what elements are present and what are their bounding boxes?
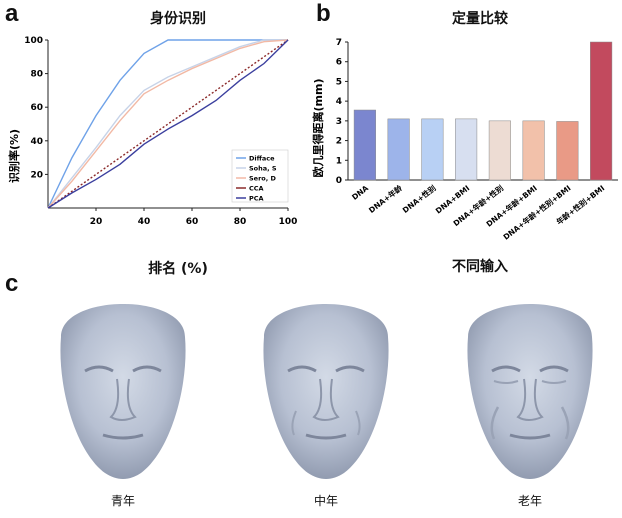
face-caption-elderly: 老年 — [517, 494, 542, 508]
line-series-sero-d — [47, 39, 289, 209]
bar — [387, 118, 410, 181]
line-series-cca — [47, 39, 289, 209]
bar-chart-y-tick-label: 2 — [336, 137, 342, 147]
bar-chart-title: 定量比较 — [452, 11, 508, 27]
bar-chart-y-tick-label: 4 — [336, 97, 342, 107]
bar-chart-ylabel: 欧几里得距离(mm) — [311, 79, 325, 178]
legend-label: Soha, S — [249, 165, 277, 173]
bar-chart-y-tick-label: 5 — [336, 77, 342, 87]
line-chart-x-tick-label: 100 — [279, 217, 298, 227]
panel-letter-a: a — [5, 0, 19, 27]
line-chart-x-tick-label: 60 — [186, 217, 199, 227]
bar-chart-y-tick-label: 6 — [336, 58, 342, 68]
bar-chart-y-tick-label: 1 — [336, 156, 342, 166]
bar-chart-y-tick-label: 3 — [336, 117, 342, 127]
line-chart-ylabel: 识别率(%) — [7, 129, 21, 183]
legend-label: CCA — [249, 185, 264, 193]
face-render-young — [60, 304, 186, 479]
bar — [522, 120, 545, 181]
bar-chart-y-tick-label: 7 — [336, 38, 342, 48]
line-chart-y-tick-label: 100 — [24, 36, 43, 46]
line-chart-y-tick-label: 20 — [30, 170, 43, 180]
face-caption-middle-aged: 中年 — [313, 494, 338, 508]
bar — [353, 109, 376, 181]
bar — [556, 121, 579, 181]
face-render-elderly — [467, 304, 593, 479]
legend-label: PCA — [249, 195, 264, 203]
bar-category-label: DNA+性别 — [400, 183, 437, 215]
face-renders — [60, 304, 593, 479]
bar — [488, 120, 511, 181]
line-chart-x-tick-label: 20 — [90, 217, 103, 227]
bar-chart: 欧几里得距离(mm) 01234567DNADNA+年龄DNA+性别DNA+BM… — [311, 38, 618, 242]
line-chart-y-tick-label: 80 — [30, 70, 43, 80]
line-chart-x-tick-label: 40 — [138, 217, 151, 227]
bar — [590, 41, 613, 181]
line-chart: 识别率(%) 20 40 60 80 100 20 40 60 80 100 Difface Soha… — [7, 36, 298, 227]
line-series-pca — [47, 39, 289, 209]
line-chart-y-tick-label: 40 — [30, 137, 43, 147]
bar — [455, 118, 478, 181]
line-series-difface — [47, 39, 288, 209]
face-render-middle-aged — [263, 304, 389, 479]
bar-chart-y-tick-label: 0 — [336, 176, 342, 186]
line-series-soha-s — [47, 39, 288, 209]
line-chart-xlabel: 排名 (%) — [148, 261, 208, 277]
line-chart-x-tick-label: 80 — [234, 217, 247, 227]
bar-category-label: DNA+年龄 — [366, 182, 404, 215]
face-caption-young: 青年 — [110, 494, 135, 508]
bar-category-label: DNA — [350, 183, 370, 201]
panel-letter-b: b — [316, 0, 331, 27]
legend-label: Sero, D — [249, 175, 276, 183]
legend-label: Difface — [249, 155, 275, 163]
bar-chart-xlabel: 不同输入 — [452, 259, 508, 275]
line-chart-title: 身份识别 — [150, 11, 206, 27]
line-chart-y-tick-label: 60 — [30, 103, 43, 113]
panel-letter-c: c — [5, 270, 19, 297]
bar — [421, 118, 444, 181]
